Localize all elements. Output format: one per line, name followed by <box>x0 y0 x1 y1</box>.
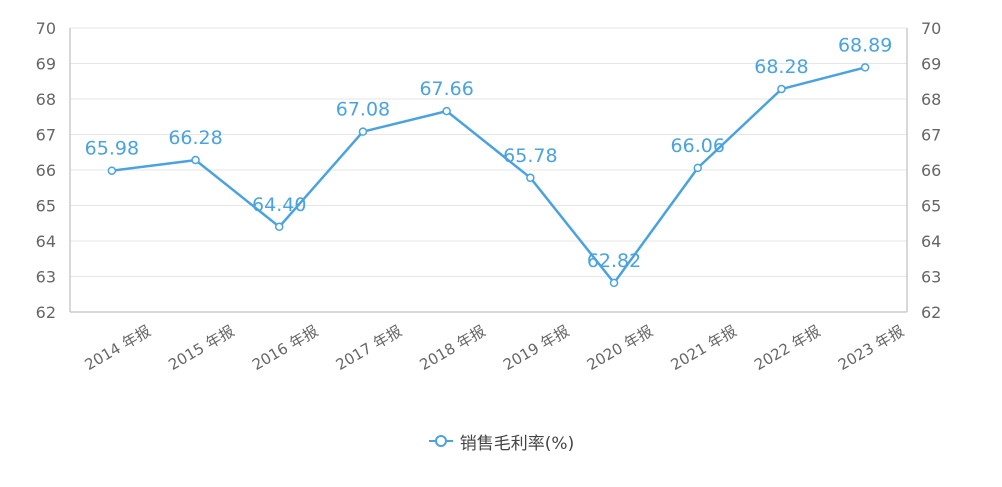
y-axis-left-ticks: 62 63 64 65 66 67 68 69 70 <box>36 19 56 322</box>
x-tick-label: 2021 年报 <box>668 322 740 374</box>
x-tick-label: 2020 年报 <box>584 322 656 374</box>
x-tick-label: 2016 年报 <box>249 322 321 374</box>
y-tick-label-right: 69 <box>921 55 941 74</box>
legend-marker-icon <box>428 435 453 447</box>
axes <box>69 28 908 313</box>
data-label: 65.98 <box>85 138 139 160</box>
y-tick-label-left: 68 <box>36 90 56 109</box>
data-point <box>107 166 117 175</box>
y-tick-label-right: 70 <box>921 19 941 38</box>
y-tick-label-left: 62 <box>36 303 56 322</box>
y-tick-label-right: 63 <box>921 268 941 287</box>
y-tick-label-left: 70 <box>36 19 56 38</box>
data-point <box>275 222 284 232</box>
y-tick-label-right: 66 <box>921 161 941 180</box>
data-point <box>526 173 535 183</box>
data-label: 67.66 <box>419 78 473 100</box>
series-points <box>107 63 870 288</box>
x-tick-label: 2022 年报 <box>751 322 823 374</box>
data-point <box>860 63 870 72</box>
data-label: 65.78 <box>503 145 557 167</box>
data-label: 68.28 <box>754 56 808 78</box>
y-tick-label-right: 65 <box>921 197 941 216</box>
data-label: 62.82 <box>587 250 641 272</box>
data-label: 66.06 <box>671 135 725 157</box>
x-tick-label: 2018 年报 <box>416 322 488 374</box>
legend[interactable]: 销售毛利率(%) <box>0 426 1002 456</box>
x-tick-label: 2017 年报 <box>333 322 405 374</box>
y-tick-label-left: 67 <box>36 126 56 145</box>
y-tick-label-left: 65 <box>36 197 56 216</box>
data-label: 68.89 <box>838 34 892 56</box>
series-line-path <box>111 66 866 285</box>
x-axis-ticks: 2014 年报 2015 年报 2016 年报 2017 年报 2018 年报 2019 … <box>82 322 907 374</box>
data-point <box>442 106 451 116</box>
x-tick-label: 2019 年报 <box>500 322 572 374</box>
y-tick-label-right: 62 <box>921 303 941 322</box>
data-label: 67.08 <box>336 99 390 121</box>
y-tick-label-right: 68 <box>921 90 941 109</box>
y-axis-right-ticks: 62 63 64 65 66 67 68 69 70 <box>921 19 941 322</box>
series-line <box>111 66 866 285</box>
data-point <box>777 84 786 94</box>
data-label: 64.40 <box>252 194 306 216</box>
y-tick-label-left: 63 <box>36 268 56 287</box>
y-tick-label-left: 66 <box>36 161 56 180</box>
legend-item[interactable]: 销售毛利率(%) <box>428 429 574 454</box>
data-label: 66.28 <box>168 127 222 149</box>
data-labels: 65.98 66.28 64.40 67.08 67.66 65.78 62.82 66.06… <box>85 34 893 271</box>
y-tick-label-left: 69 <box>36 55 56 74</box>
y-tick-label-right: 67 <box>921 126 941 145</box>
legend-label: 销售毛利率(%) <box>459 433 575 454</box>
data-point <box>191 155 200 165</box>
x-tick-label: 2023 年报 <box>835 322 907 374</box>
x-tick-label: 2015 年报 <box>165 322 237 374</box>
data-point <box>609 278 619 288</box>
line-chart: 62 63 64 65 66 67 68 69 70 62 63 64 65 66 67 68 69 70 20… <box>36 19 942 374</box>
x-tick-label: 2014 年报 <box>82 322 154 374</box>
data-point <box>693 163 702 173</box>
y-tick-label-right: 64 <box>921 232 941 251</box>
y-tick-label-left: 64 <box>36 232 56 251</box>
data-point <box>358 127 368 136</box>
